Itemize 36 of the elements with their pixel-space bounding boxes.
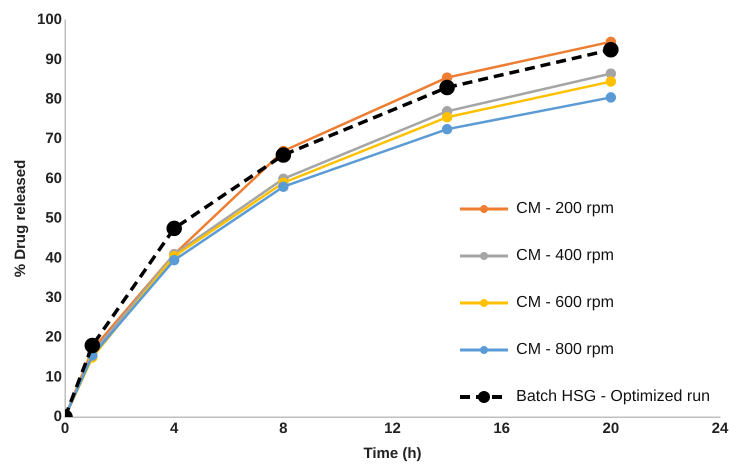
legend-label: CM - 800 rpm bbox=[516, 341, 614, 359]
legend-label: CM - 400 rpm bbox=[516, 247, 614, 265]
legend-label: CM - 200 rpm bbox=[516, 200, 614, 218]
y-tick-label: 50 bbox=[45, 210, 62, 227]
x-tick-label: 24 bbox=[712, 420, 729, 438]
x-axis-title: Time (h) bbox=[363, 445, 422, 462]
point bbox=[168, 254, 180, 266]
y-tick-label: 40 bbox=[45, 249, 62, 266]
y-tick-label: 90 bbox=[45, 50, 62, 68]
point bbox=[278, 181, 289, 192]
y-tick-label: 30 bbox=[45, 289, 62, 306]
y-tick-label: 80 bbox=[45, 90, 62, 108]
point bbox=[166, 220, 182, 236]
x-tick-label: 20 bbox=[602, 420, 620, 438]
point bbox=[442, 124, 452, 134]
point bbox=[84, 338, 100, 354]
y-tick-label: 0 bbox=[54, 408, 62, 426]
x-tick-label: 4 bbox=[170, 420, 180, 438]
x-tick-label: 16 bbox=[493, 420, 510, 438]
y-tick-label: 100 bbox=[36, 11, 62, 28]
x-tick-label: 8 bbox=[279, 420, 288, 438]
y-tick-label: 20 bbox=[45, 328, 62, 346]
legend-label: Batch HSG - Optimized run bbox=[516, 388, 710, 406]
point bbox=[606, 92, 616, 103]
x-tick-label: 12 bbox=[384, 420, 401, 438]
y-axis-title: % Drug released bbox=[12, 160, 30, 278]
point bbox=[606, 68, 616, 79]
legend-label: CM - 600 rpm bbox=[516, 294, 614, 312]
point bbox=[442, 112, 452, 123]
point bbox=[439, 80, 455, 96]
point bbox=[276, 147, 292, 163]
y-tick-label: 70 bbox=[45, 130, 62, 148]
point bbox=[603, 42, 619, 58]
y-tick-label: 60 bbox=[45, 170, 62, 187]
point bbox=[606, 76, 616, 87]
y-tick-label: 10 bbox=[45, 368, 62, 386]
